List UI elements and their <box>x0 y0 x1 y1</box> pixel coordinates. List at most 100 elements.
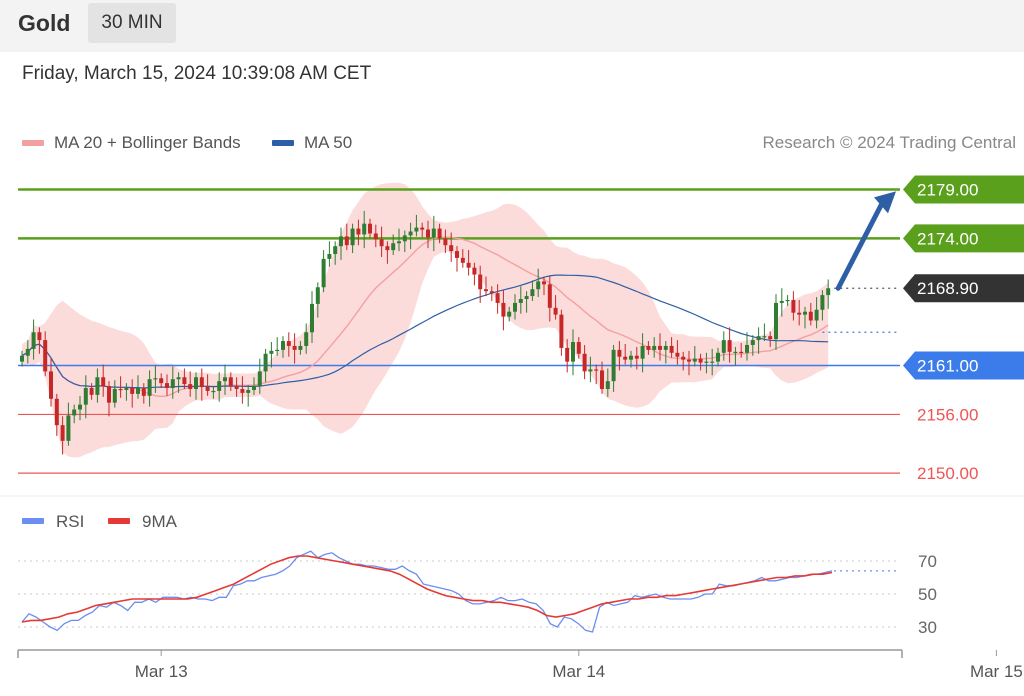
candle-body-51 <box>315 287 320 304</box>
candle-body-70 <box>426 229 430 238</box>
candle-body-133 <box>791 299 796 313</box>
candle-body-73 <box>443 238 448 246</box>
candle-body-43 <box>269 350 274 354</box>
candle-body-104 <box>623 356 628 360</box>
candle-body-57 <box>350 228 355 246</box>
candle-body-93 <box>559 314 564 348</box>
candle-body-112 <box>669 345 674 353</box>
instrument-title: Gold <box>18 10 71 36</box>
candle-body-90 <box>542 281 546 285</box>
candle-body-52 <box>321 258 326 288</box>
bollinger-band-area <box>22 182 829 458</box>
candle-body-12 <box>89 388 94 395</box>
level-tag-bg-2174.00 <box>903 224 1024 253</box>
candle-body-10 <box>78 404 82 410</box>
candle-body-63 <box>385 246 390 251</box>
candle-body-0 <box>20 355 24 362</box>
candle-body-89 <box>536 281 541 290</box>
candle-body-44 <box>275 349 280 352</box>
candle-body-26 <box>170 379 175 389</box>
candle-body-7 <box>60 425 65 441</box>
candle-body-45 <box>281 341 285 350</box>
candle-body-65 <box>397 241 401 244</box>
ma20-swatch <box>22 140 44 146</box>
rsi-tick-50: 50 <box>918 585 937 604</box>
candle-body-75 <box>455 251 459 258</box>
candle-body-72 <box>437 228 442 239</box>
candle-body-122 <box>727 340 732 352</box>
candle-body-130 <box>774 302 778 340</box>
candle-body-94 <box>565 347 570 362</box>
bollinger-bands <box>22 182 829 458</box>
level-tag-bg-2179.00 <box>903 175 1024 204</box>
candle-body-17 <box>118 388 123 391</box>
candle-body-124 <box>739 351 744 354</box>
candle-body-9 <box>72 409 77 416</box>
level-label-2156.00: 2156.00 <box>917 405 978 424</box>
candle-body-1 <box>25 348 30 356</box>
candle-body-68 <box>414 227 419 232</box>
header-bar: Gold 30 MIN <box>0 0 1024 52</box>
candle-body-38 <box>240 388 245 393</box>
candle-body-11 <box>83 388 88 405</box>
candle-body-105 <box>629 355 633 360</box>
candle-body-137 <box>814 309 819 321</box>
candle-body-25 <box>165 383 169 389</box>
candle-body-66 <box>402 235 407 242</box>
candle-body-15 <box>107 386 111 403</box>
candle-body-121 <box>721 340 726 353</box>
candle-body-114 <box>681 356 686 360</box>
candle-body-125 <box>745 344 749 353</box>
candle-body-2 <box>31 332 36 349</box>
level-label-2174.00: 2174.00 <box>917 229 978 248</box>
rsi-tick-70: 70 <box>918 552 937 571</box>
candle-body-55 <box>339 236 343 247</box>
candle-body-19 <box>130 388 135 394</box>
credit-text: Research © 2024 Trading Central <box>762 133 1017 152</box>
candle-body-30 <box>194 377 198 389</box>
candle-body-129 <box>768 336 773 340</box>
candle-body-132 <box>785 299 790 302</box>
candle-body-33 <box>211 390 216 393</box>
level-label-2179.00: 2179.00 <box>917 180 978 199</box>
candle-body-109 <box>652 345 657 350</box>
candle-body-91 <box>547 284 552 308</box>
candle-body-139 <box>826 288 831 296</box>
rsi-legend-swatch-1 <box>108 518 130 524</box>
candle-body-96 <box>576 342 581 354</box>
target-arrow <box>835 191 896 291</box>
candle-body-131 <box>779 300 784 303</box>
candle-body-111 <box>663 345 668 350</box>
candle-body-49 <box>304 332 309 346</box>
candle-body-107 <box>640 345 645 359</box>
candle-body-5 <box>49 371 53 399</box>
candle-body-78 <box>472 267 477 275</box>
candle-body-18 <box>124 388 129 390</box>
rsi-ma-line <box>21 555 833 623</box>
rsi-tick-30: 30 <box>918 618 937 637</box>
candle-body-76 <box>460 257 465 263</box>
candle-body-100 <box>600 370 604 389</box>
timeframe-button[interactable]: 30 MIN <box>88 3 176 43</box>
rsi-line <box>21 550 833 633</box>
candle-body-116 <box>692 358 697 362</box>
candle-body-36 <box>228 377 233 387</box>
candle-body-58 <box>356 228 361 235</box>
candle-body-3 <box>37 332 42 341</box>
level-labels: 2179.00 2174.00 2168.90 2161.00 2156.00 2150.… <box>903 175 1024 483</box>
x-label-Mar-15: Mar 15 <box>970 662 1023 681</box>
candle-body-47 <box>292 345 297 350</box>
candle-body-31 <box>199 377 204 388</box>
candle-body-54 <box>333 246 338 255</box>
candle-body-80 <box>484 289 488 292</box>
arrow-head <box>874 191 896 214</box>
candle-body-128 <box>762 336 767 338</box>
legend-ma20: MA 20 + Bollinger Bands <box>22 133 241 153</box>
candle-body-113 <box>675 352 680 357</box>
candle-body-85 <box>513 302 517 312</box>
candle-body-120 <box>716 352 720 362</box>
candle-body-126 <box>750 340 755 345</box>
candle-body-50 <box>310 303 314 333</box>
